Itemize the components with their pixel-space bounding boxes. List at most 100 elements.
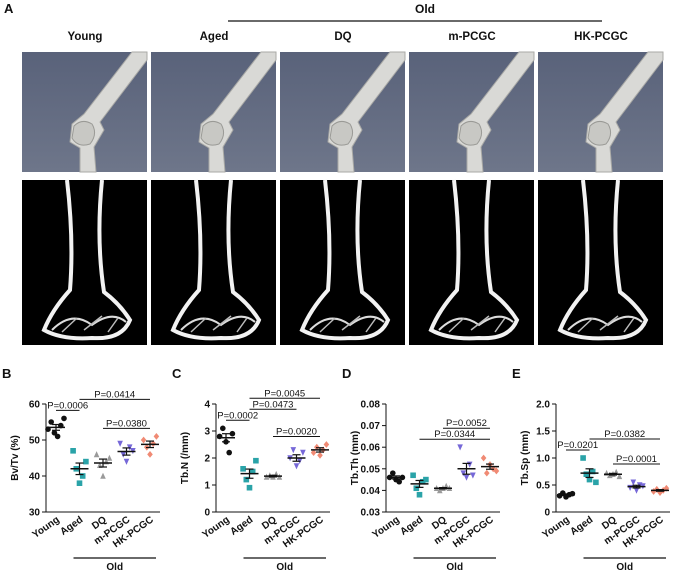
panel-label: C [172, 366, 182, 381]
data-point [243, 476, 250, 483]
data-point [76, 480, 83, 486]
y-tick-label: 2.0 [536, 400, 550, 411]
data-point [630, 479, 637, 486]
p-value: P=0.0006 [47, 400, 88, 411]
column-label: Aged [200, 31, 229, 43]
data-point [290, 447, 297, 454]
y-tick-label: 60 [29, 400, 41, 411]
data-point [147, 451, 153, 458]
data-point [589, 468, 596, 475]
data-point [48, 419, 54, 425]
data-point [410, 472, 416, 479]
p-value: P=0.0414 [94, 389, 135, 400]
render-3d-image [408, 51, 535, 173]
render-3d-image [279, 51, 406, 173]
data-point [100, 472, 106, 479]
x-tick-label: Aged [58, 514, 85, 537]
data-point [390, 470, 396, 476]
data-point [396, 478, 403, 485]
column-label: HK-PCGC [574, 31, 628, 43]
y-tick-label: 0.03 [361, 508, 381, 519]
y-tick-label: 1.5 [536, 427, 550, 438]
render-3d-image [21, 51, 148, 173]
x-tick-label: Aged [568, 514, 595, 537]
data-point [117, 440, 123, 447]
p-value: P=0.0001 [616, 454, 657, 465]
data-point [93, 451, 100, 458]
data-point [220, 425, 226, 432]
data-point [470, 472, 476, 479]
data-point [466, 461, 473, 468]
p-value: P=0.0344 [434, 429, 475, 440]
y-axis-label: Tb.Sp (mm) [520, 431, 531, 486]
y-tick-label: 2 [204, 454, 210, 465]
data-point [310, 449, 317, 456]
y-tick-label: 0 [544, 508, 550, 519]
micro-ct-image [536, 178, 665, 347]
data-point [627, 484, 633, 491]
data-point [249, 468, 256, 475]
data-point [423, 476, 429, 483]
panel-label: A [4, 1, 14, 16]
render-3d-image [537, 51, 664, 173]
y-tick-label: 1 [204, 481, 210, 492]
data-point [463, 474, 470, 481]
data-point [51, 430, 58, 436]
p-value: P=0.0002 [217, 410, 258, 421]
y-tick-label: 30 [29, 508, 41, 519]
y-axis-label: Tb.Th (mm) [350, 431, 361, 485]
data-point [586, 476, 593, 483]
group-label: Old [446, 562, 463, 571]
data-point [140, 436, 147, 444]
micro-ct-image [20, 178, 149, 347]
data-point [480, 454, 487, 462]
micro-ct-image [149, 178, 278, 347]
y-tick-label: 0 [204, 508, 210, 519]
data-point [437, 487, 443, 494]
y-tick-label: 4 [204, 400, 210, 411]
data-point [323, 441, 330, 448]
y-axis-label: Tb.N (/mm) [180, 432, 191, 484]
data-point [580, 455, 586, 461]
data-point [593, 479, 599, 486]
panel-label: D [342, 366, 351, 381]
y-tick-label: 40 [29, 472, 41, 483]
p-value: P=0.0380 [106, 418, 147, 429]
data-point [460, 470, 467, 477]
y-tick-label: 0.06 [361, 443, 381, 454]
y-tick-label: 3 [204, 427, 210, 438]
data-point [83, 458, 89, 465]
column-label: DQ [334, 31, 351, 43]
data-point [61, 415, 67, 422]
data-point [583, 471, 590, 477]
y-tick-label: 50 [29, 436, 41, 447]
data-point [484, 469, 490, 477]
render-3d-image [150, 51, 277, 173]
data-point [246, 484, 253, 491]
y-tick-label: 1.0 [536, 454, 550, 465]
micro-ct-image [407, 178, 536, 347]
x-tick-label: Aged [398, 514, 425, 537]
data-point [493, 467, 500, 475]
p-value: P=0.0473 [253, 399, 294, 410]
y-tick-label: 0.07 [361, 421, 381, 432]
group-label: Old [616, 562, 633, 571]
data-point [416, 491, 423, 498]
data-point [240, 466, 246, 472]
data-point [419, 478, 426, 485]
group-label: Old [276, 562, 293, 571]
data-point [317, 451, 323, 459]
x-tick-label: Aged [228, 514, 255, 537]
panel-label: B [2, 366, 11, 381]
data-point [153, 433, 160, 440]
data-point [293, 463, 300, 470]
y-tick-label: 0.08 [361, 400, 381, 411]
data-point [300, 449, 306, 456]
data-point [457, 444, 463, 451]
p-value: P=0.0382 [604, 429, 645, 440]
p-value: P=0.0201 [557, 440, 598, 451]
y-tick-label: 0.05 [361, 464, 381, 475]
p-value: P=0.0045 [264, 388, 305, 399]
data-point [569, 490, 576, 497]
